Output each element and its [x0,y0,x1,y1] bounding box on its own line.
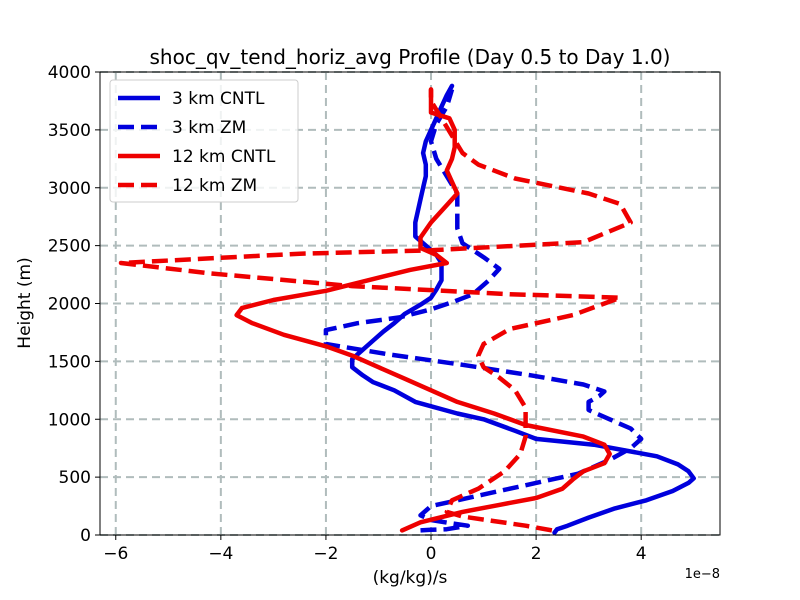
y-tick-label: 4000 [48,63,91,83]
y-tick-label: 3000 [48,179,91,199]
y-tick-label: 500 [59,468,91,488]
legend: 3 km CNTL 3 km ZM 12 km CNTL 12 km ZM [109,79,299,203]
y-tick-label: 0 [80,526,91,546]
legend-label: 3 km CNTL [172,89,265,109]
series-line-12-km-cntl [234,87,612,533]
x-tick-label: 2 [531,544,542,564]
y-tick-label: 2000 [48,295,91,315]
legend-label: 12 km ZM [172,176,257,196]
y-axis-label: Height (m) [15,257,35,348]
legend-label: 3 km ZM [172,118,246,138]
x-tick-label: 0 [426,544,437,564]
x-tick-label: 4 [636,544,647,564]
y-tick-label: 3500 [48,121,91,141]
y-tick-label: 1000 [48,410,91,430]
series-line-12-km-zm [118,89,633,533]
x-tick-label: −6 [103,544,128,564]
x-tick-label: −4 [208,544,233,564]
axis-ticks: −6 −4 −2 0 2 4 0 500 1000 1500 2000 2500 3000 3500 400… [48,63,647,564]
y-tick-label: 1500 [48,352,91,372]
legend-label: 12 km CNTL [172,147,276,167]
x-axis-offset-label: 1e−8 [685,567,720,582]
series-line-3-km-cntl [349,83,696,535]
series-line-3-km-zm [323,88,644,533]
y-tick-label: 2500 [48,237,91,257]
series-layer [118,83,696,535]
chart-title: shoc_qv_tend_horiz_avg Profile (Day 0.5 … [150,45,671,69]
x-axis-label: (kg/kg)/s [373,568,448,588]
x-tick-label: −2 [313,544,338,564]
legend-box [109,79,299,203]
